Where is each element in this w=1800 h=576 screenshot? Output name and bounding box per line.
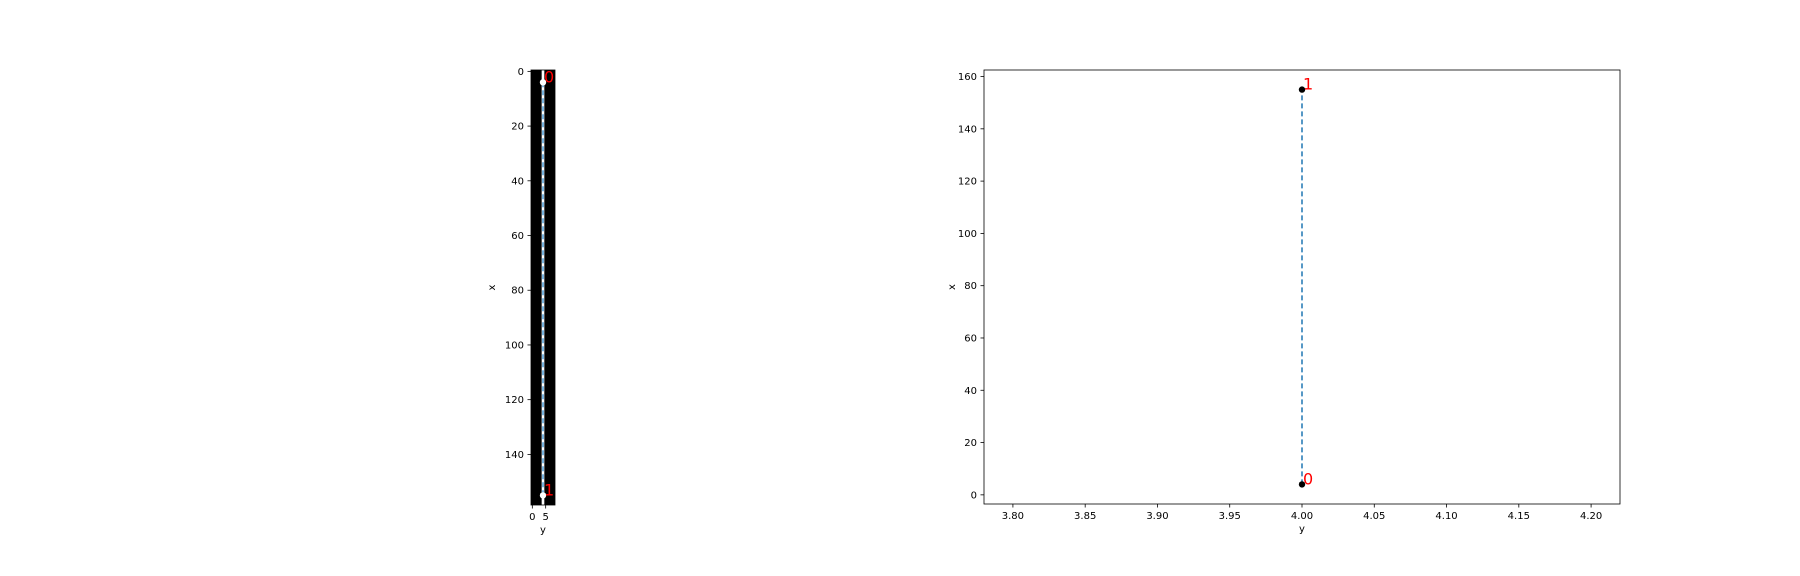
point-label: 0 xyxy=(544,67,554,86)
y-tick-label: 140 xyxy=(505,450,524,461)
y-tick-label: 60 xyxy=(511,231,524,242)
data-point xyxy=(539,492,547,499)
data-point xyxy=(539,79,547,86)
y-tick-label: 140 xyxy=(958,124,977,135)
y-tick-label: 20 xyxy=(511,122,524,133)
data-point xyxy=(1298,86,1306,93)
point-label: 1 xyxy=(544,480,554,499)
y-tick-label: 40 xyxy=(964,386,977,397)
x-tick-label: 3.85 xyxy=(1074,511,1096,522)
x-tick-label: 5 xyxy=(542,512,548,523)
x-tick-label: 3.95 xyxy=(1219,511,1241,522)
point-label: 0 xyxy=(1303,469,1313,488)
y-axis-label: x xyxy=(487,284,498,290)
y-tick-label: 120 xyxy=(505,395,524,406)
plot-background xyxy=(984,70,1620,504)
x-tick-label: 4.15 xyxy=(1508,511,1530,522)
y-tick-label: 100 xyxy=(958,229,977,240)
y-axis-label: x xyxy=(947,284,958,290)
x-tick-label: 4.10 xyxy=(1435,511,1457,522)
y-tick-label: 60 xyxy=(964,333,977,344)
y-ticks: 0 20 40 60 80 100 120 140 160 xyxy=(958,72,984,501)
x-tick-label: 4.20 xyxy=(1580,511,1602,522)
data-point xyxy=(1298,481,1306,488)
y-tick-label: 80 xyxy=(511,286,524,297)
point-label: 1 xyxy=(1303,75,1313,94)
scatter-plot-panel: 01 3.80 3.85 3.90 3.95 4.00 4.05 4.10 4.15 4.20 … xyxy=(947,69,1621,535)
y-tick-label: 80 xyxy=(964,281,977,292)
points-layer: 01 xyxy=(1298,75,1313,488)
image-bright-column xyxy=(541,70,545,505)
plot-frame xyxy=(530,69,556,506)
y-ticks: 0 20 40 60 80 100 120 140 xyxy=(505,67,531,461)
y-tick-label: 120 xyxy=(958,177,977,188)
x-axis-label: y xyxy=(540,525,546,536)
x-axis-label: y xyxy=(1299,524,1305,535)
y-tick-label: 100 xyxy=(505,340,524,351)
x-tick-label: 3.90 xyxy=(1146,511,1168,522)
x-tick-label: 0 xyxy=(529,512,535,523)
y-tick-label: 0 xyxy=(518,67,524,78)
y-tick-label: 0 xyxy=(971,490,977,501)
x-tick-label: 4.00 xyxy=(1291,511,1313,522)
x-tick-label: 3.80 xyxy=(1002,511,1024,522)
y-tick-label: 40 xyxy=(511,176,524,187)
points-layer: 01 xyxy=(539,67,554,499)
x-tick-label: 4.05 xyxy=(1363,511,1385,522)
x-ticks: 3.80 3.85 3.90 3.95 4.00 4.05 4.10 4.15 4.20 xyxy=(1002,504,1602,522)
y-tick-label: 20 xyxy=(964,438,977,449)
y-tick-label: 160 xyxy=(958,72,977,83)
